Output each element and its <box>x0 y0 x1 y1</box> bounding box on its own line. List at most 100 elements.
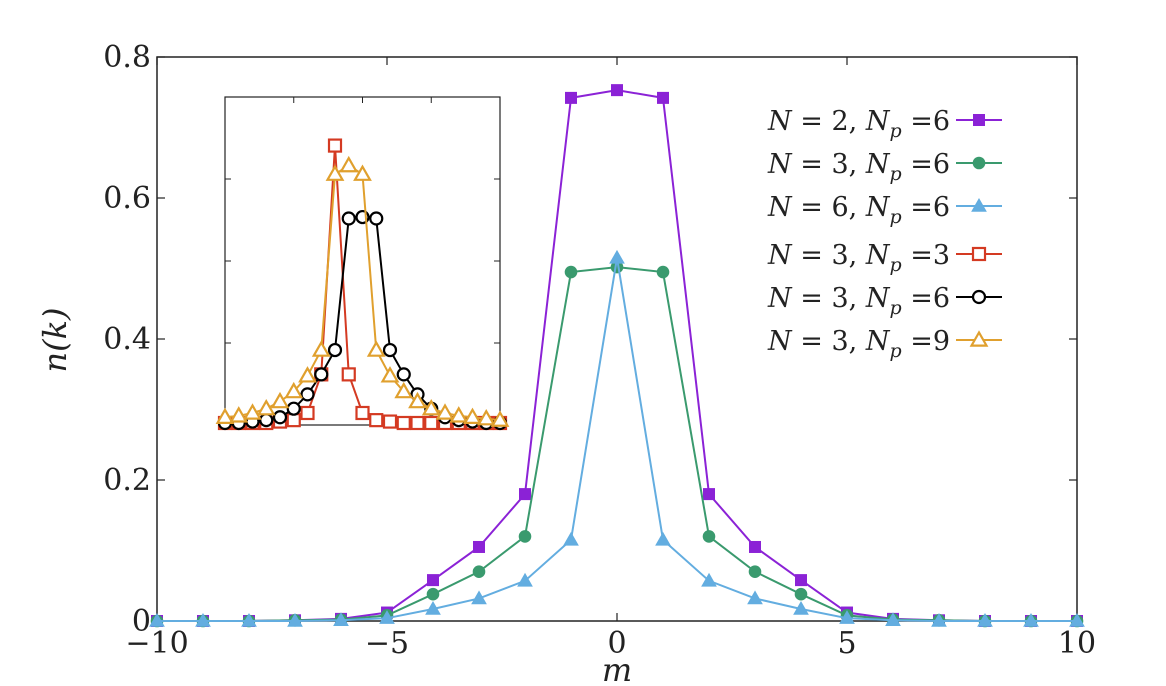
inset-data-point <box>353 164 372 181</box>
inset-data-point <box>314 367 329 382</box>
main-data-point <box>749 540 761 553</box>
inset-data-point <box>339 155 359 173</box>
main-data-point <box>655 531 671 546</box>
main-data-point <box>793 601 809 615</box>
inset-data-point <box>243 403 262 420</box>
inset-data-point <box>382 342 398 358</box>
main-data-point <box>1069 612 1085 627</box>
main-data-point <box>839 610 855 624</box>
legend-entry-6: N = 3, Np =9 <box>767 326 1002 362</box>
main-data-point <box>748 565 762 578</box>
main-data-point <box>287 612 303 627</box>
legend: N = 2, Np =6 N = 3, Np =6 N = 6, Np =6 N = … <box>767 106 1002 362</box>
y-tick-label: 0 <box>132 604 151 639</box>
main-data-point <box>471 590 487 605</box>
main-data-point <box>611 84 623 97</box>
inset-data-point <box>215 407 235 425</box>
legend-label: N = 3, Np =6 <box>767 283 950 319</box>
main-data-point <box>657 91 669 104</box>
inset-data-point <box>229 406 249 423</box>
inset-data-point <box>369 211 384 226</box>
legend-entry-4: N = 3, Np =3 <box>767 240 1002 276</box>
inset-data-point <box>421 398 441 416</box>
legend-entry-5: N = 3, Np =6 <box>767 283 1002 319</box>
inset-series-3 <box>215 155 510 427</box>
main-data-point <box>565 91 577 104</box>
inset-data-point <box>449 406 469 423</box>
main-series-3 <box>149 249 1085 627</box>
inset-data-point <box>382 414 398 429</box>
inset-data-point <box>435 403 455 420</box>
main-data-point <box>656 265 670 279</box>
main-data-point <box>472 565 486 578</box>
main-data-point <box>747 590 763 605</box>
main-data-point <box>241 612 257 627</box>
main-data-point <box>426 587 440 601</box>
inset-data-point <box>298 366 317 383</box>
y-tick-label: 0.8 <box>103 40 151 75</box>
inset-data-point <box>270 391 290 409</box>
legend-marker <box>973 114 985 126</box>
legend-marker <box>971 289 987 305</box>
legend-marker <box>972 156 986 170</box>
x-axis-label: m <box>602 651 632 686</box>
inset-data-point <box>424 415 439 431</box>
main-data-point <box>473 540 485 553</box>
y-tick-label: 0.4 <box>103 322 151 357</box>
main-data-point <box>519 488 531 501</box>
legend-marker <box>971 197 987 212</box>
main-data-point <box>564 265 578 279</box>
legend-entry-2: N = 3, Np =6 <box>767 149 1002 185</box>
legend-marker <box>969 330 989 347</box>
x-tick-label: −10 <box>125 626 188 661</box>
inset-data-point <box>369 413 384 428</box>
inset-data-point <box>325 164 345 181</box>
y-tick-label: 0.6 <box>103 181 151 216</box>
inset-data-point <box>341 211 356 226</box>
x-tick-label: 10 <box>1058 626 1096 661</box>
inset-data-point <box>355 405 370 421</box>
inset-data-point <box>259 413 274 428</box>
main-data-point <box>701 572 717 587</box>
y-axis-label: n(k) <box>36 308 74 373</box>
main-data-point <box>425 601 441 615</box>
inset-data-point <box>300 405 315 421</box>
inset-data-point <box>327 342 343 358</box>
inset-data-point <box>476 408 496 426</box>
x-tick-label: −5 <box>365 626 409 661</box>
inset-data-point <box>410 415 425 431</box>
legend-label: N = 3, Np =9 <box>767 326 950 362</box>
legend-marker <box>971 246 987 262</box>
main-data-point <box>703 488 715 501</box>
inset-ticks <box>225 97 500 344</box>
inset-data-point <box>396 415 411 431</box>
main-data-point <box>518 530 532 543</box>
inset-data-point <box>272 410 288 425</box>
main-series-group <box>149 84 1085 628</box>
main-ticks: −10 −5 0 5 10 0 0.2 0.4 0.6 0.8 <box>103 40 1096 661</box>
main-data-point <box>794 587 808 601</box>
inset-data-point <box>311 340 331 357</box>
legend-entry-1: N = 2, Np =6 <box>767 106 1002 142</box>
inset-plot-frame <box>224 96 501 426</box>
inset-data-point <box>341 367 356 382</box>
inset-data-point <box>327 138 343 153</box>
main-data-point <box>333 612 349 627</box>
inset-data-point <box>490 410 510 427</box>
inset-series-group <box>215 138 510 431</box>
legend-label: N = 2, Np =6 <box>767 106 950 142</box>
inset-data-point <box>366 340 386 357</box>
inset-data-point <box>284 381 304 399</box>
main-data-point <box>563 531 579 546</box>
inset-data-point <box>256 398 276 416</box>
inset-data-point <box>380 366 400 383</box>
inset-data-point <box>286 401 301 416</box>
inset-data-point <box>300 387 315 402</box>
legend-entry-3: N = 6, Np =6 <box>767 192 1002 228</box>
main-data-point <box>427 574 439 587</box>
inset-data-point <box>396 367 411 382</box>
main-data-point <box>379 610 395 624</box>
main-data-point <box>931 612 947 627</box>
legend-label: N = 6, Np =6 <box>767 192 950 228</box>
